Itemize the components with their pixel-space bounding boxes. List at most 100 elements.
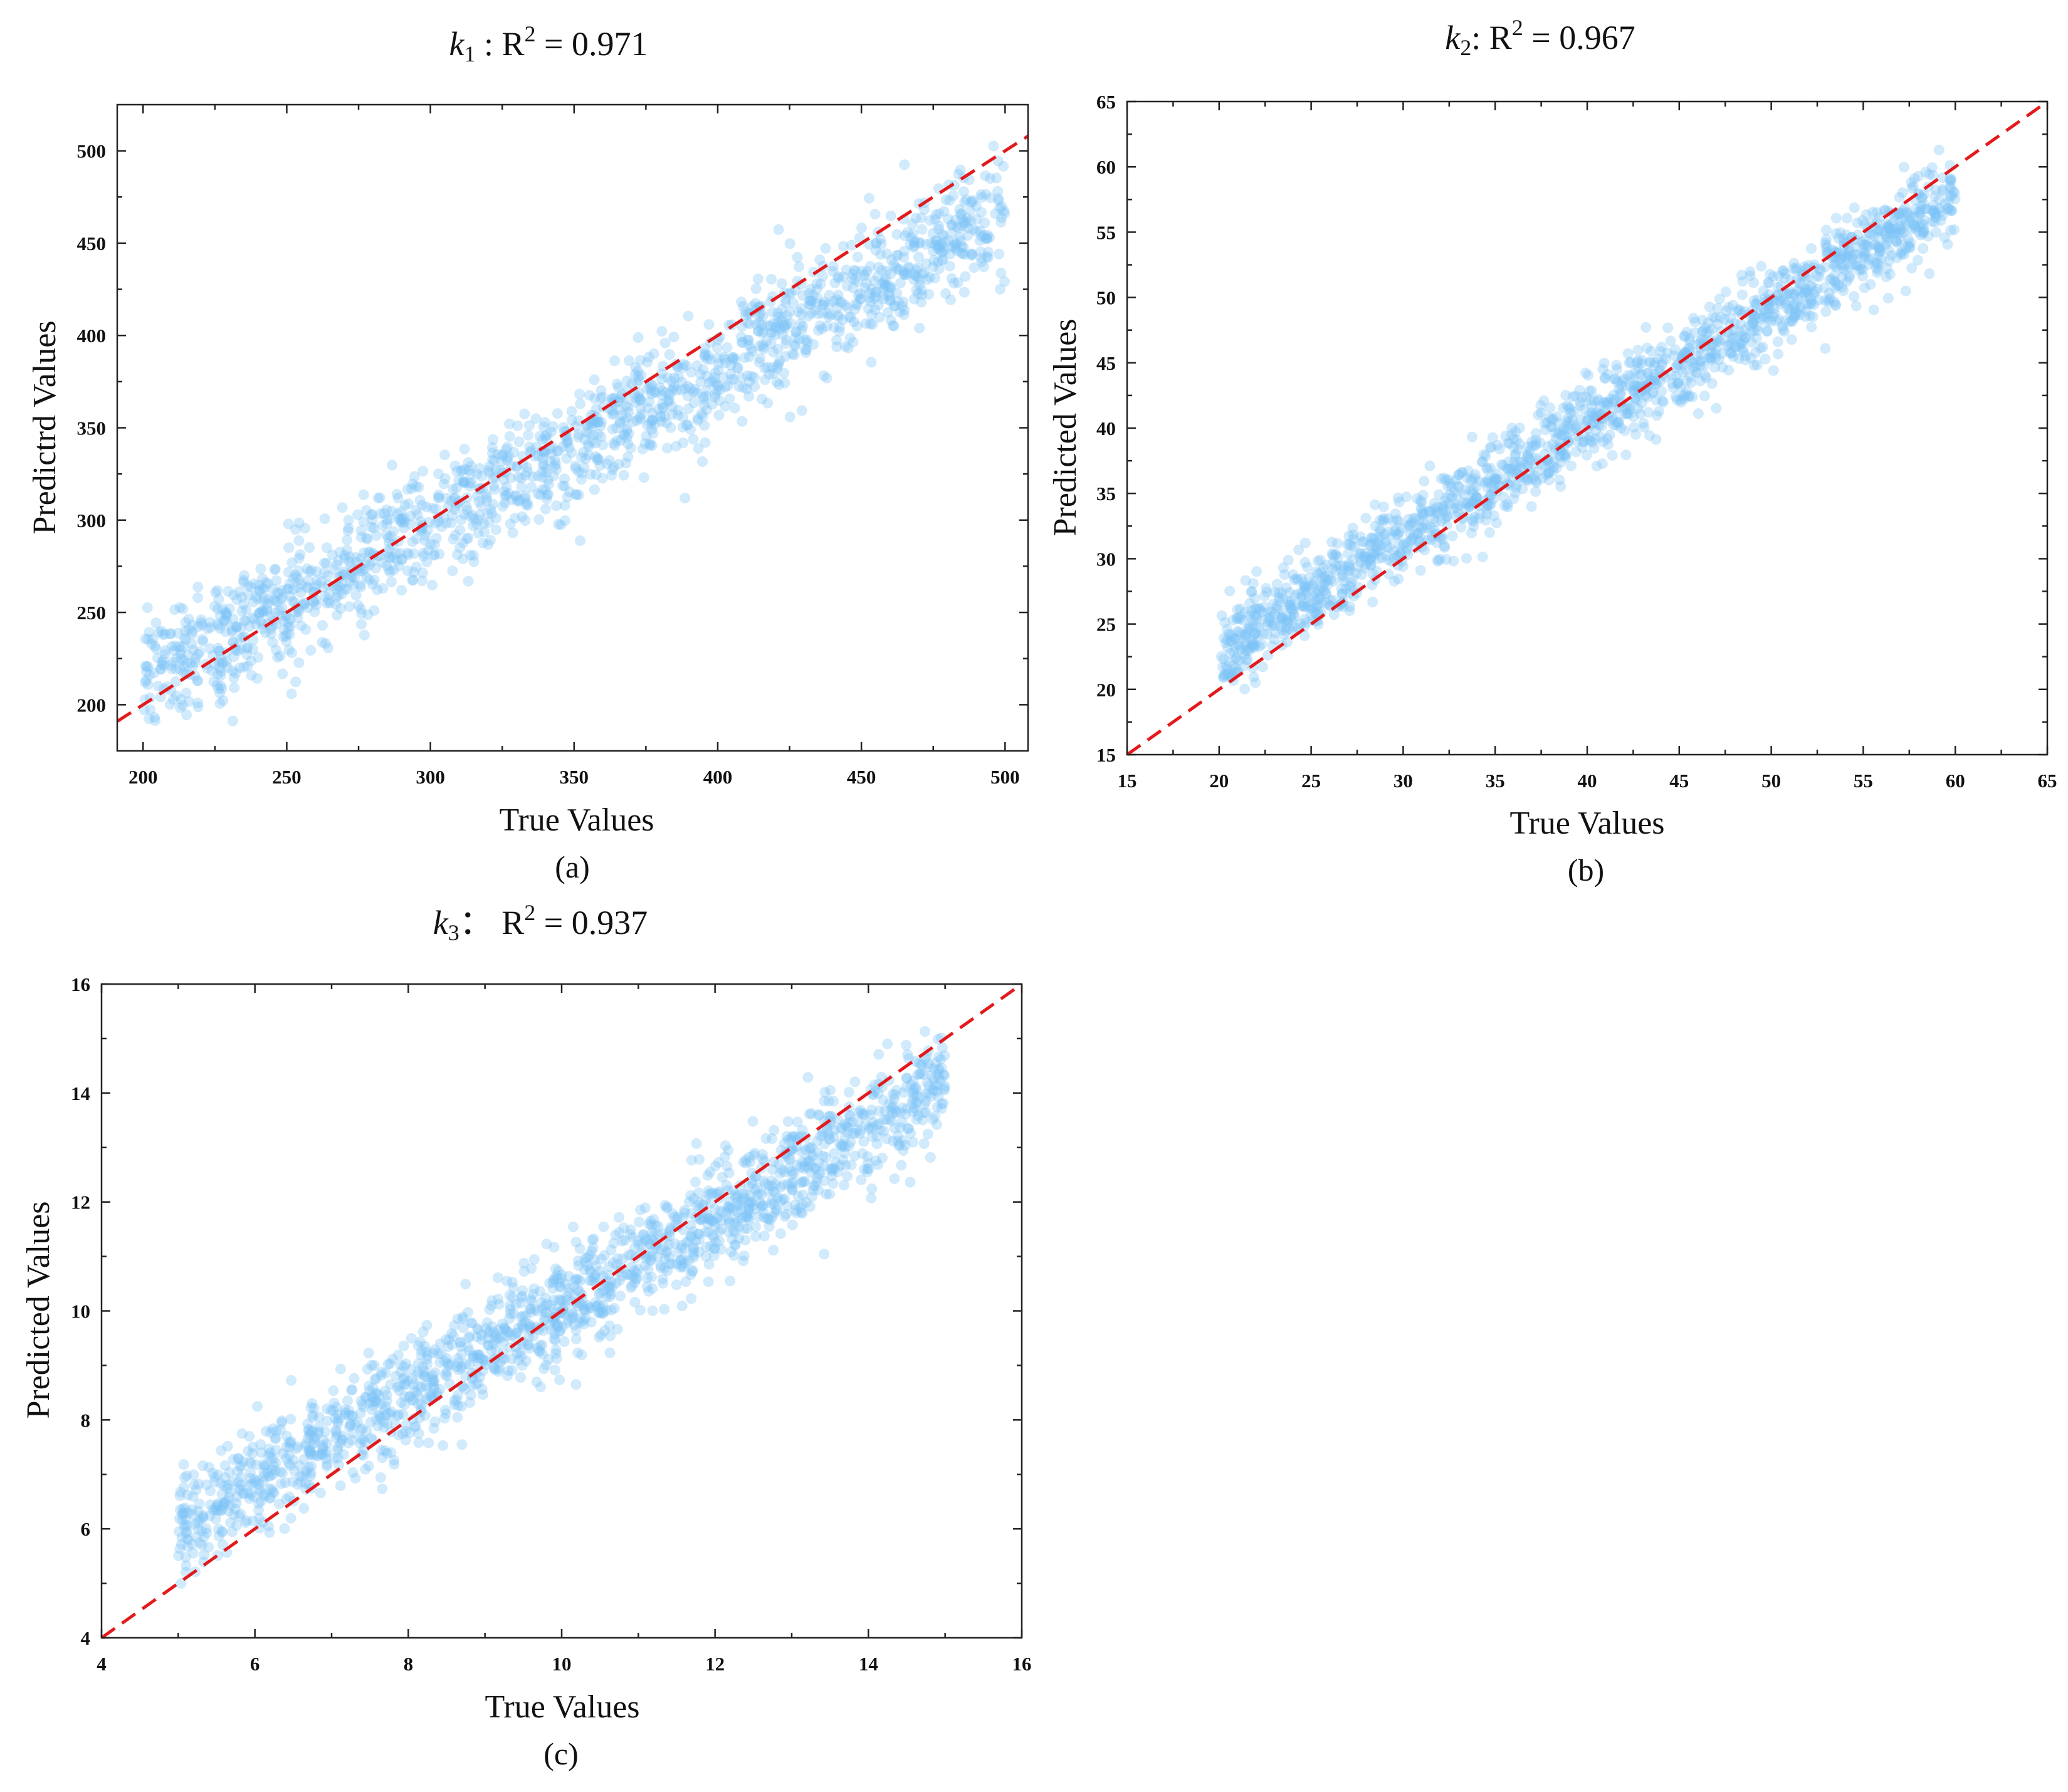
scatter-point — [468, 550, 479, 561]
scatter-point — [1903, 240, 1914, 251]
scatter-point — [399, 513, 410, 524]
scatter-point — [549, 461, 560, 472]
scatter-point — [1783, 303, 1795, 315]
scatter-point — [639, 438, 651, 449]
scatter-point — [840, 341, 851, 352]
scatter-point — [1511, 465, 1523, 476]
scatter-point — [165, 628, 176, 639]
scatter-point — [975, 226, 986, 236]
scatter-point — [779, 1211, 790, 1222]
scatter-point — [1543, 468, 1554, 479]
scatter-point — [1858, 252, 1869, 263]
scatter-point — [1794, 278, 1805, 288]
scatter-point — [1217, 671, 1229, 683]
scatter-point — [1239, 607, 1251, 618]
scatter-point — [720, 1140, 731, 1151]
scatter-point — [1830, 261, 1841, 273]
scatter-point — [377, 557, 388, 568]
scatter-point — [260, 1460, 271, 1471]
scatter-point — [471, 468, 483, 479]
scatter-point — [1384, 533, 1395, 543]
scatter-point — [278, 624, 290, 636]
scatter-point — [764, 1221, 775, 1232]
scatter-point — [1920, 203, 1931, 214]
scatter-point — [932, 1086, 943, 1097]
scatter-point — [845, 312, 856, 323]
scatter-point — [595, 420, 606, 431]
scatter-point — [874, 1105, 885, 1116]
panel-b-title-var: k — [1445, 19, 1461, 56]
scatter-point — [1834, 253, 1845, 265]
scatter-point — [1896, 224, 1907, 236]
scatter-point — [1338, 575, 1350, 587]
scatter-point — [1331, 560, 1342, 571]
scatter-point — [1251, 566, 1262, 577]
y-tick-label: 500 — [77, 140, 107, 162]
scatter-point — [330, 599, 342, 610]
scatter-point — [1619, 425, 1630, 436]
scatter-point — [648, 427, 659, 439]
scatter-point — [1530, 438, 1541, 449]
x-tick-label: 15 — [1118, 770, 1137, 792]
scatter-point — [1368, 548, 1380, 559]
scatter-point — [532, 471, 543, 481]
scatter-point — [411, 481, 422, 492]
scatter-point — [887, 1089, 898, 1100]
scatter-point — [487, 448, 498, 459]
scatter-point — [374, 1410, 384, 1421]
scatter-point — [756, 1189, 767, 1200]
scatter-point — [559, 480, 570, 491]
scatter-point — [1316, 597, 1327, 609]
scatter-point — [528, 1283, 540, 1294]
scatter-point — [1345, 565, 1356, 575]
scatter-point — [1824, 288, 1835, 299]
scatter-point — [280, 631, 291, 642]
scatter-point — [678, 1262, 689, 1273]
scatter-point — [492, 449, 503, 459]
scatter-point — [817, 271, 828, 282]
scatter-point — [182, 1520, 193, 1531]
x-tick-label: 45 — [1669, 770, 1689, 792]
panel-a-title-value: = 0.971 — [536, 25, 648, 63]
scatter-point — [1465, 474, 1476, 486]
scatter-point — [501, 481, 512, 493]
x-tick-label: 300 — [416, 766, 445, 788]
scatter-point — [862, 1163, 873, 1175]
scatter-point — [975, 246, 986, 258]
scatter-point — [439, 1355, 450, 1366]
scatter-point — [593, 454, 604, 465]
scatter-point — [812, 308, 824, 320]
scatter-point — [749, 381, 760, 392]
scatter-point — [541, 493, 552, 505]
scatter-point — [1697, 325, 1708, 337]
scatter-point — [762, 320, 773, 332]
scatter-point — [700, 437, 711, 448]
scatter-point — [692, 413, 703, 424]
scatter-point — [270, 1465, 281, 1477]
scatter-point — [209, 1476, 221, 1487]
scatter-point — [1327, 595, 1338, 606]
scatter-point — [909, 241, 920, 252]
scatter-point — [181, 1526, 192, 1537]
scatter-point — [580, 1256, 590, 1267]
scatter-point — [405, 1364, 416, 1375]
scatter-point — [1681, 375, 1692, 386]
scatter-point — [583, 441, 594, 452]
scatter-point — [576, 468, 587, 479]
scatter-point — [961, 212, 972, 224]
scatter-point — [819, 296, 830, 308]
scatter-point — [892, 1136, 903, 1147]
scatter-point — [473, 514, 485, 525]
scatter-point — [1656, 385, 1667, 397]
scatter-point — [1566, 460, 1577, 471]
scatter-point — [420, 530, 431, 542]
scatter-point — [783, 1163, 794, 1174]
scatter-point — [1667, 382, 1679, 393]
scatter-point — [286, 1375, 297, 1386]
scatter-point — [375, 1370, 387, 1381]
scatter-point — [1469, 469, 1481, 480]
scatter-point — [645, 1215, 656, 1227]
scatter-point — [1360, 547, 1371, 558]
scatter-point — [743, 1208, 755, 1218]
scatter-point — [512, 495, 523, 506]
